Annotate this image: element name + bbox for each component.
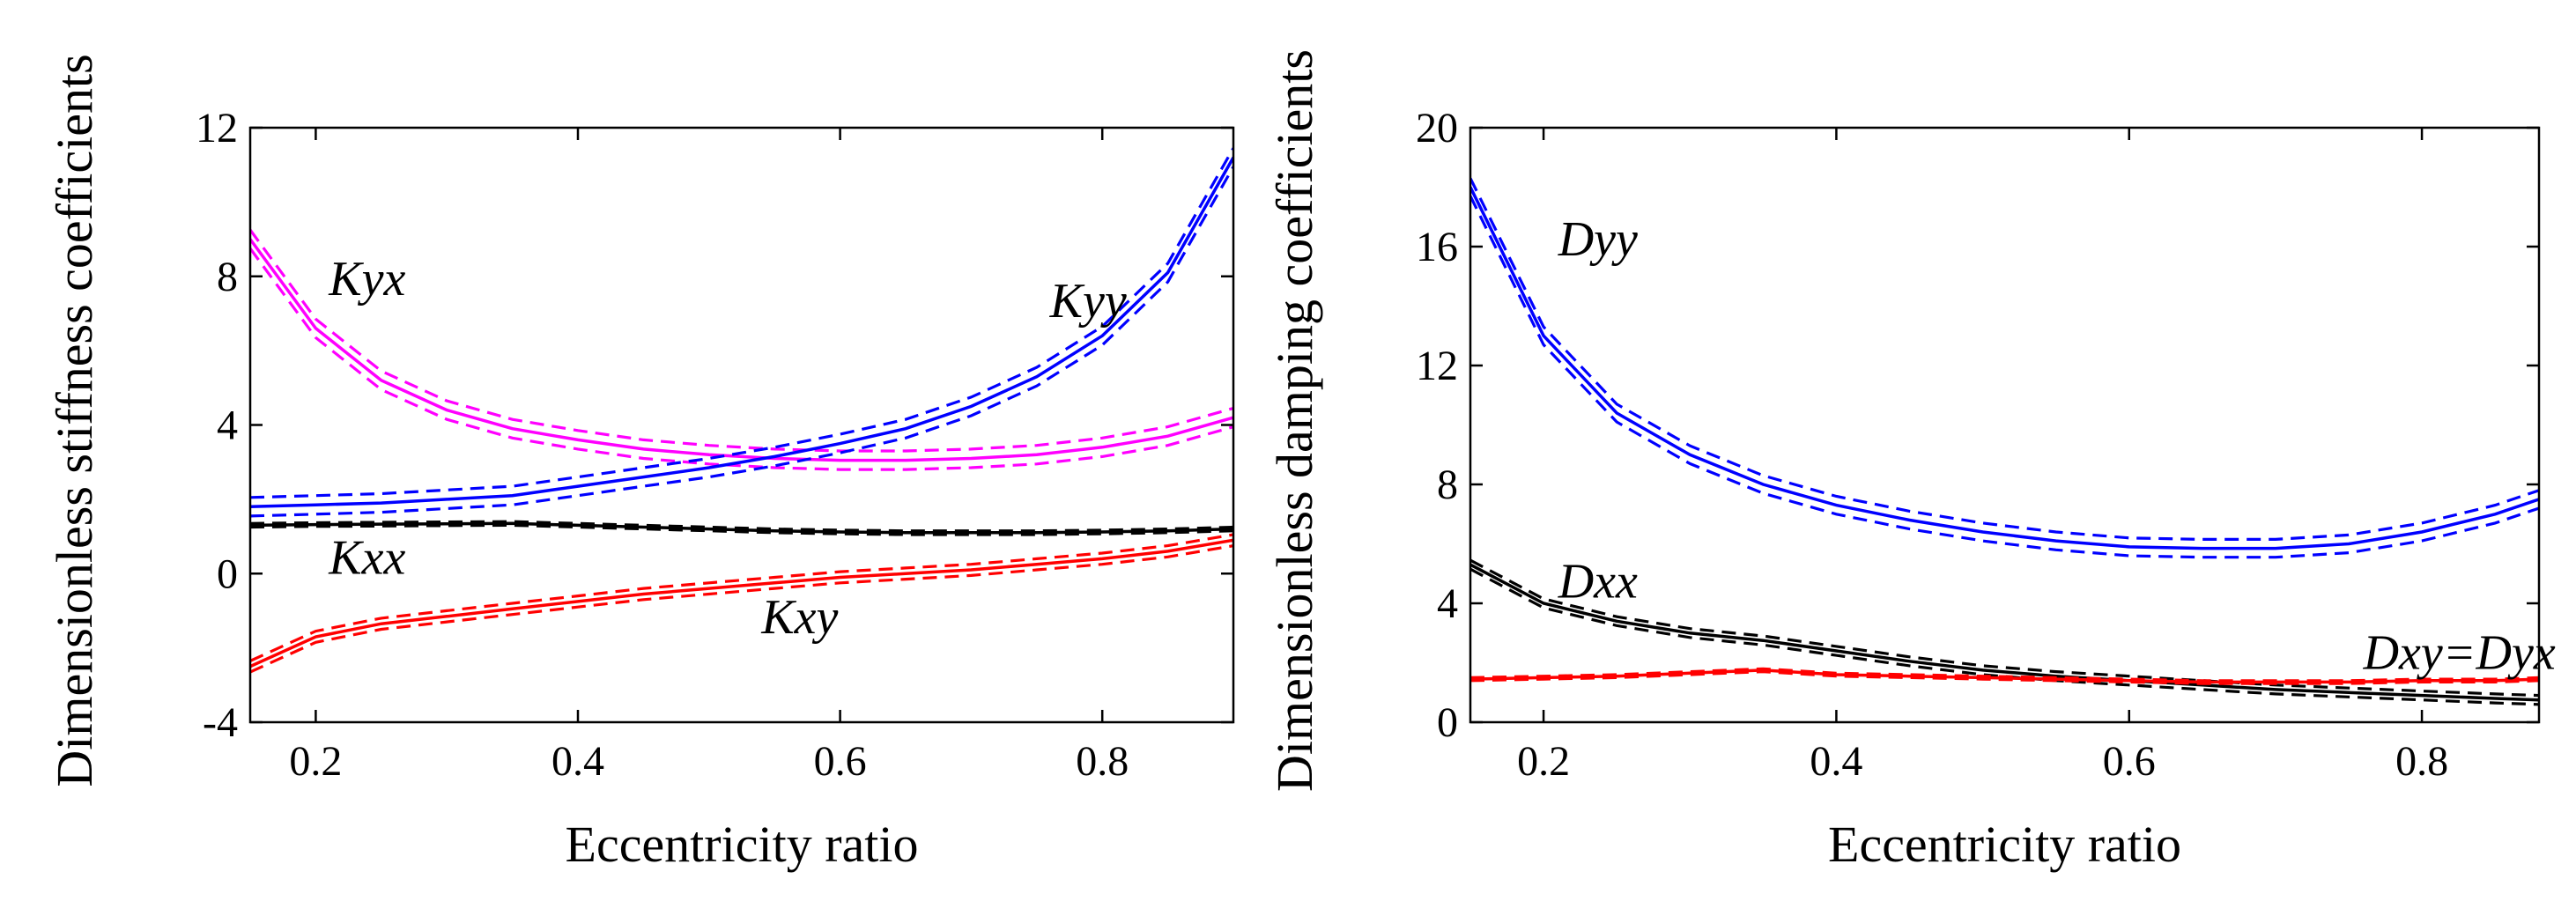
- curve-label-kyx: Kyx: [328, 252, 405, 306]
- y-tick-label: 4: [217, 402, 238, 449]
- x-axis-label: Eccentricity ratio: [566, 816, 919, 873]
- x-tick-label: 0.8: [1076, 738, 1129, 785]
- series-line-dxx: [1470, 563, 2539, 702]
- y-tick-label: 0: [1437, 699, 1458, 746]
- series-upper-bound-kyy: [250, 147, 1233, 499]
- series-line-kyx: [250, 238, 1233, 462]
- x-tick-label: 0.4: [1810, 738, 1862, 785]
- stiffness-chart: 0.2 0.4 0.6 0.8 -4 0 4 8 12 Eccentricity ratio Dim…: [46, 54, 1235, 873]
- series-lower-bound-dyy: [1470, 195, 2539, 559]
- series-lower-bound-dxy-dyx: [1470, 669, 2539, 685]
- series-lower-bound-kyy: [250, 166, 1233, 518]
- curve-label-kxy: Kxy: [760, 590, 838, 645]
- y-tick-label: -4: [203, 699, 238, 746]
- x-tick-label: 0.4: [551, 738, 604, 785]
- series-dyy: [1470, 177, 2539, 559]
- series-kyy: [250, 147, 1233, 518]
- series-lower-bound-kyx: [250, 247, 1233, 471]
- y-tick-label: 8: [1437, 462, 1458, 508]
- series-line-kxy: [250, 538, 1233, 668]
- plot-frame: [248, 126, 1235, 724]
- series-upper-bound-kxx: [250, 520, 1233, 533]
- y-axis-label: Dimensionless damping coefficients: [1266, 49, 1323, 792]
- y-tick-label: 0: [217, 550, 238, 597]
- series-kyx: [250, 229, 1233, 471]
- curve-label-dyy: Dyy: [1558, 212, 1638, 267]
- series-line-kxx: [250, 521, 1233, 535]
- series-lower-bound-kxx: [250, 523, 1233, 536]
- series-kxx: [250, 520, 1233, 536]
- series-line-kyy: [250, 156, 1233, 509]
- y-tick-label: 16: [1416, 224, 1458, 270]
- series-group: [250, 147, 1233, 674]
- curve-label-kxx: Kxx: [328, 530, 405, 585]
- curve-label-dxy-dyx: Dxy=Dyx: [2363, 625, 2556, 680]
- y-tick-label: 20: [1416, 105, 1458, 151]
- series-line-dyy: [1470, 186, 2539, 550]
- series-kxy: [250, 533, 1233, 674]
- x-tick-label: 0.6: [2103, 738, 2156, 785]
- series-upper-bound-kyx: [250, 229, 1233, 453]
- y-tick-label: 12: [196, 105, 238, 151]
- curve-label-kyy: Kyy: [1049, 274, 1127, 329]
- series-line-dxy-dyx: [1470, 668, 2539, 684]
- y-tick-label: 12: [1416, 343, 1458, 389]
- x-tick-label: 0.8: [2395, 738, 2448, 785]
- x-axis-label: Eccentricity ratio: [1828, 816, 2181, 873]
- series-upper-bound-dxx: [1470, 558, 2539, 698]
- series-group: [1470, 177, 2539, 706]
- plot-frame: [1469, 126, 2541, 724]
- curve-label-dxx: Dxx: [1558, 554, 1638, 609]
- y-tick-label: 8: [217, 254, 238, 300]
- x-tick-label: 0.6: [814, 738, 867, 785]
- x-tick-label: 0.2: [1517, 738, 1570, 785]
- series-dxy-dyx: [1470, 667, 2539, 685]
- damping-chart: 0.2 0.4 0.6 0.8 0 4 8 12 16 20 Eccentricity ratio D…: [1266, 49, 2556, 873]
- y-tick-label: 4: [1437, 580, 1458, 627]
- x-tick-label: 0.2: [289, 738, 342, 785]
- y-axis-label: Dimensionless stiffness coefficients: [46, 54, 103, 787]
- series-upper-bound-dyy: [1470, 177, 2539, 541]
- series-upper-bound-dxy-dyx: [1470, 667, 2539, 683]
